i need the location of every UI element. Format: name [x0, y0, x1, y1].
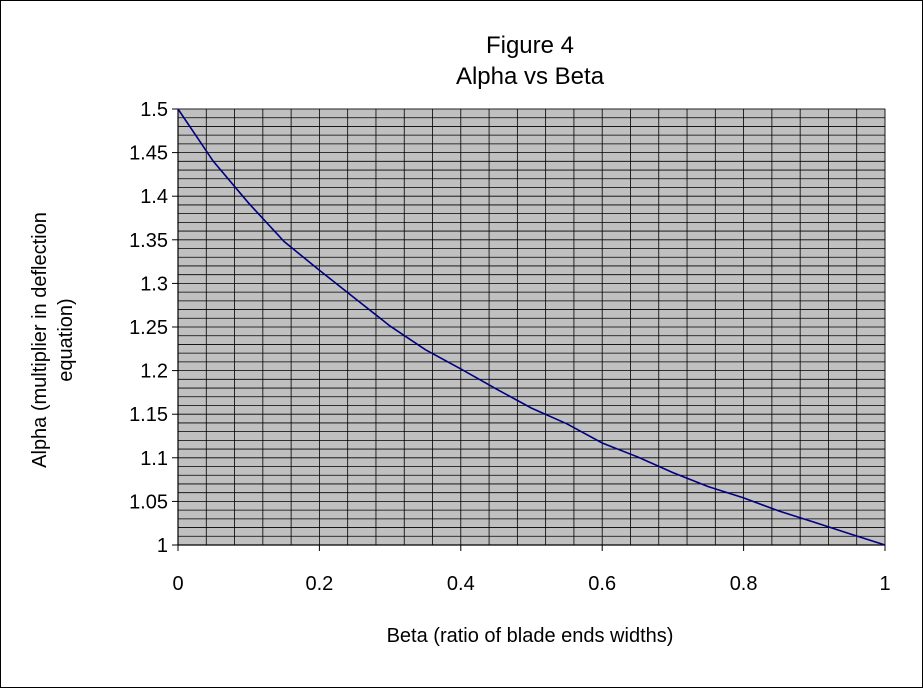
- chart-title: Figure 4: [486, 32, 574, 59]
- y-tick-label: 1.05: [129, 491, 168, 513]
- x-tick-label: 0: [172, 573, 183, 595]
- y-tick-label: 1: [157, 535, 168, 557]
- x-tick-label: 0.2: [305, 573, 333, 595]
- y-tick-label: 1.2: [140, 361, 168, 383]
- x-tick-label: 1: [879, 573, 890, 595]
- y-axis-label: Alpha (multiplier in deflection equation…: [29, 212, 77, 468]
- x-axis-ticks: 0 0.2 0.4 0.6 0.8 1: [172, 545, 891, 595]
- series-layer: [177, 108, 886, 546]
- x-gridlines: [177, 109, 886, 545]
- chart-subtitle: Alpha vs Beta: [456, 63, 605, 90]
- y-axis-label-line-1: Alpha (multiplier in deflection: [29, 212, 51, 468]
- y-axis-label-line-2: equation): [55, 298, 77, 381]
- y-tick-label: 1.15: [129, 404, 168, 426]
- x-axis-label: Beta (ratio of blade ends widths): [387, 625, 674, 647]
- y-tick-label: 1.3: [140, 273, 168, 295]
- y-tick-label: 1.5: [140, 99, 168, 121]
- y-gridlines: [178, 108, 885, 537]
- x-tick-label: 0.8: [730, 573, 758, 595]
- y-axis-ticks: 1 1.05 1.1 1.15 1.2 1.25 1.3 1.35 1.4 1.45 1.5: [129, 99, 178, 557]
- y-tick-label: 1.45: [129, 143, 168, 165]
- y-tick-label: 1.25: [129, 317, 168, 339]
- y-tick-label: 1.35: [129, 230, 168, 252]
- x-tick-label: 0.6: [588, 573, 616, 595]
- series-line-alpha: [177, 108, 886, 546]
- y-tick-label: 1.1: [140, 448, 168, 470]
- y-tick-label: 1.4: [140, 186, 168, 208]
- x-tick-label: 0.4: [447, 573, 475, 595]
